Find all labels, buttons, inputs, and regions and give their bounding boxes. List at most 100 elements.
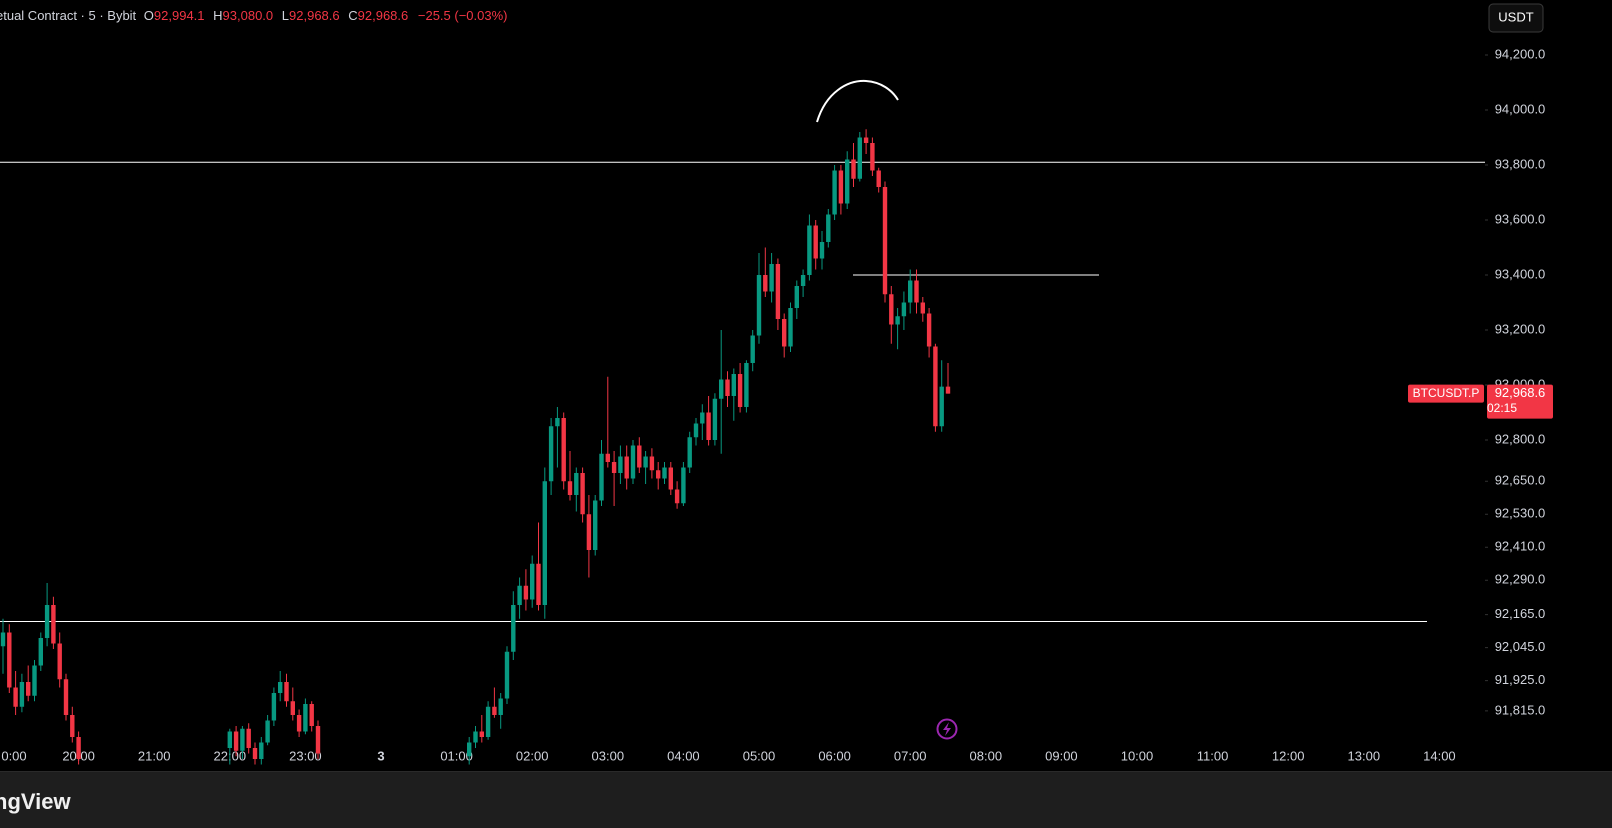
candle-body bbox=[687, 437, 692, 468]
high-key: H bbox=[213, 8, 222, 23]
candle-body bbox=[813, 225, 818, 259]
candle-body bbox=[574, 473, 579, 495]
x-tick-label: 3 bbox=[377, 748, 384, 763]
candle-body bbox=[737, 374, 743, 407]
candle-body bbox=[19, 682, 25, 707]
x-tick-label: 05:00 bbox=[743, 748, 776, 763]
candle-body bbox=[611, 462, 617, 473]
candle-body bbox=[259, 742, 264, 759]
brand: ngView bbox=[0, 789, 72, 814]
candle-body bbox=[32, 665, 37, 696]
y-tick-label: 93,800.0 bbox=[1495, 156, 1546, 171]
candle-body bbox=[561, 418, 566, 482]
price-tag-box bbox=[1487, 384, 1553, 419]
candle-body bbox=[807, 225, 812, 275]
candle-body bbox=[819, 242, 825, 259]
candle-body bbox=[895, 316, 900, 325]
candle-body bbox=[51, 605, 56, 644]
currency-button[interactable]: USDT bbox=[1488, 3, 1544, 33]
candle-body bbox=[731, 374, 736, 396]
x-tick-label: 0:00 bbox=[1, 748, 26, 763]
candle-body bbox=[517, 585, 522, 605]
candle-body bbox=[252, 748, 258, 759]
x-tick-label: 09:00 bbox=[1045, 748, 1078, 763]
candle-body bbox=[278, 682, 283, 693]
y-tick-label: 94,000.0 bbox=[1495, 101, 1546, 116]
candle-body bbox=[233, 731, 239, 751]
candle-body bbox=[586, 514, 592, 550]
open-value: 92,994.1 bbox=[154, 8, 205, 23]
candle-body bbox=[479, 731, 484, 737]
x-tick-label: 02:00 bbox=[516, 748, 549, 763]
candle-body bbox=[536, 563, 541, 605]
price-tag-countdown: 02:15 bbox=[1487, 401, 1517, 415]
candle-body bbox=[523, 585, 529, 600]
candle-body bbox=[763, 275, 768, 292]
y-tick-label: 93,200.0 bbox=[1495, 321, 1546, 336]
y-tick-label: 93,400.0 bbox=[1495, 266, 1546, 281]
candle-body bbox=[863, 137, 869, 143]
candle-body bbox=[750, 335, 755, 363]
lightning-icon[interactable] bbox=[936, 718, 958, 740]
candle-body bbox=[744, 363, 749, 407]
drawn-arc bbox=[816, 79, 899, 123]
candle-body bbox=[76, 737, 81, 759]
x-tick-label: 06:00 bbox=[818, 748, 851, 763]
candle-body bbox=[851, 159, 856, 179]
currency-button-box[interactable] bbox=[1488, 3, 1544, 33]
candle-body bbox=[668, 467, 673, 490]
y-tick-label: 91,925.0 bbox=[1495, 672, 1546, 687]
candle-body bbox=[706, 412, 711, 440]
candle-body bbox=[901, 302, 907, 317]
candle-body bbox=[826, 214, 831, 242]
candle-body bbox=[246, 728, 251, 748]
candle-body bbox=[794, 286, 799, 308]
candle-body bbox=[315, 726, 321, 754]
candle-body bbox=[914, 280, 919, 303]
lightning-circle[interactable] bbox=[936, 718, 958, 740]
candle-body bbox=[908, 280, 913, 303]
high-value: 93,080.0 bbox=[223, 8, 274, 23]
candle-body bbox=[649, 456, 655, 471]
candle-body bbox=[945, 386, 951, 394]
candle-body bbox=[889, 294, 894, 325]
candle-body bbox=[693, 423, 699, 438]
candle-body bbox=[296, 715, 302, 732]
candle-body bbox=[542, 481, 547, 605]
candle-body bbox=[788, 308, 793, 347]
low-value: 92,968.6 bbox=[289, 8, 340, 23]
symbol: etual Contract · 5 · Bybit bbox=[0, 8, 137, 23]
y-tick-label: 91,815.0 bbox=[1495, 702, 1546, 717]
x-tick-label: 04:00 bbox=[667, 748, 700, 763]
candle-body bbox=[227, 731, 232, 748]
open-key: O bbox=[144, 8, 154, 23]
candle-body bbox=[548, 426, 554, 482]
footer-bar bbox=[0, 772, 1612, 828]
candle-body bbox=[13, 687, 18, 707]
currency-button-label[interactable]: USDT bbox=[1498, 9, 1533, 24]
change-value: −25.5 (−0.03%) bbox=[418, 8, 508, 23]
candle-body bbox=[857, 137, 862, 179]
price-tag-symbol-box bbox=[1408, 384, 1484, 403]
candle-body bbox=[473, 731, 478, 743]
candle-body bbox=[882, 187, 888, 295]
x-tick-label: 01:00 bbox=[440, 748, 473, 763]
candle-body bbox=[284, 682, 289, 702]
candle-body bbox=[38, 638, 43, 666]
lightning-bolt[interactable] bbox=[943, 722, 951, 736]
candle-body bbox=[637, 445, 642, 468]
y-tick-label: 92,045.0 bbox=[1495, 639, 1546, 654]
candle-body bbox=[26, 682, 31, 696]
candle-body bbox=[271, 693, 277, 721]
x-tick-label: 13:00 bbox=[1348, 748, 1381, 763]
candle-body bbox=[769, 264, 774, 292]
x-tick-label: 11:00 bbox=[1197, 748, 1229, 763]
candle-body bbox=[681, 467, 686, 504]
candle-body bbox=[933, 346, 938, 427]
candle-body bbox=[70, 715, 75, 737]
candle-body bbox=[775, 264, 781, 319]
candle-body bbox=[624, 456, 629, 479]
candle-body bbox=[800, 275, 806, 286]
candle-body bbox=[870, 143, 875, 171]
x-tick-label: 08:00 bbox=[970, 748, 1003, 763]
